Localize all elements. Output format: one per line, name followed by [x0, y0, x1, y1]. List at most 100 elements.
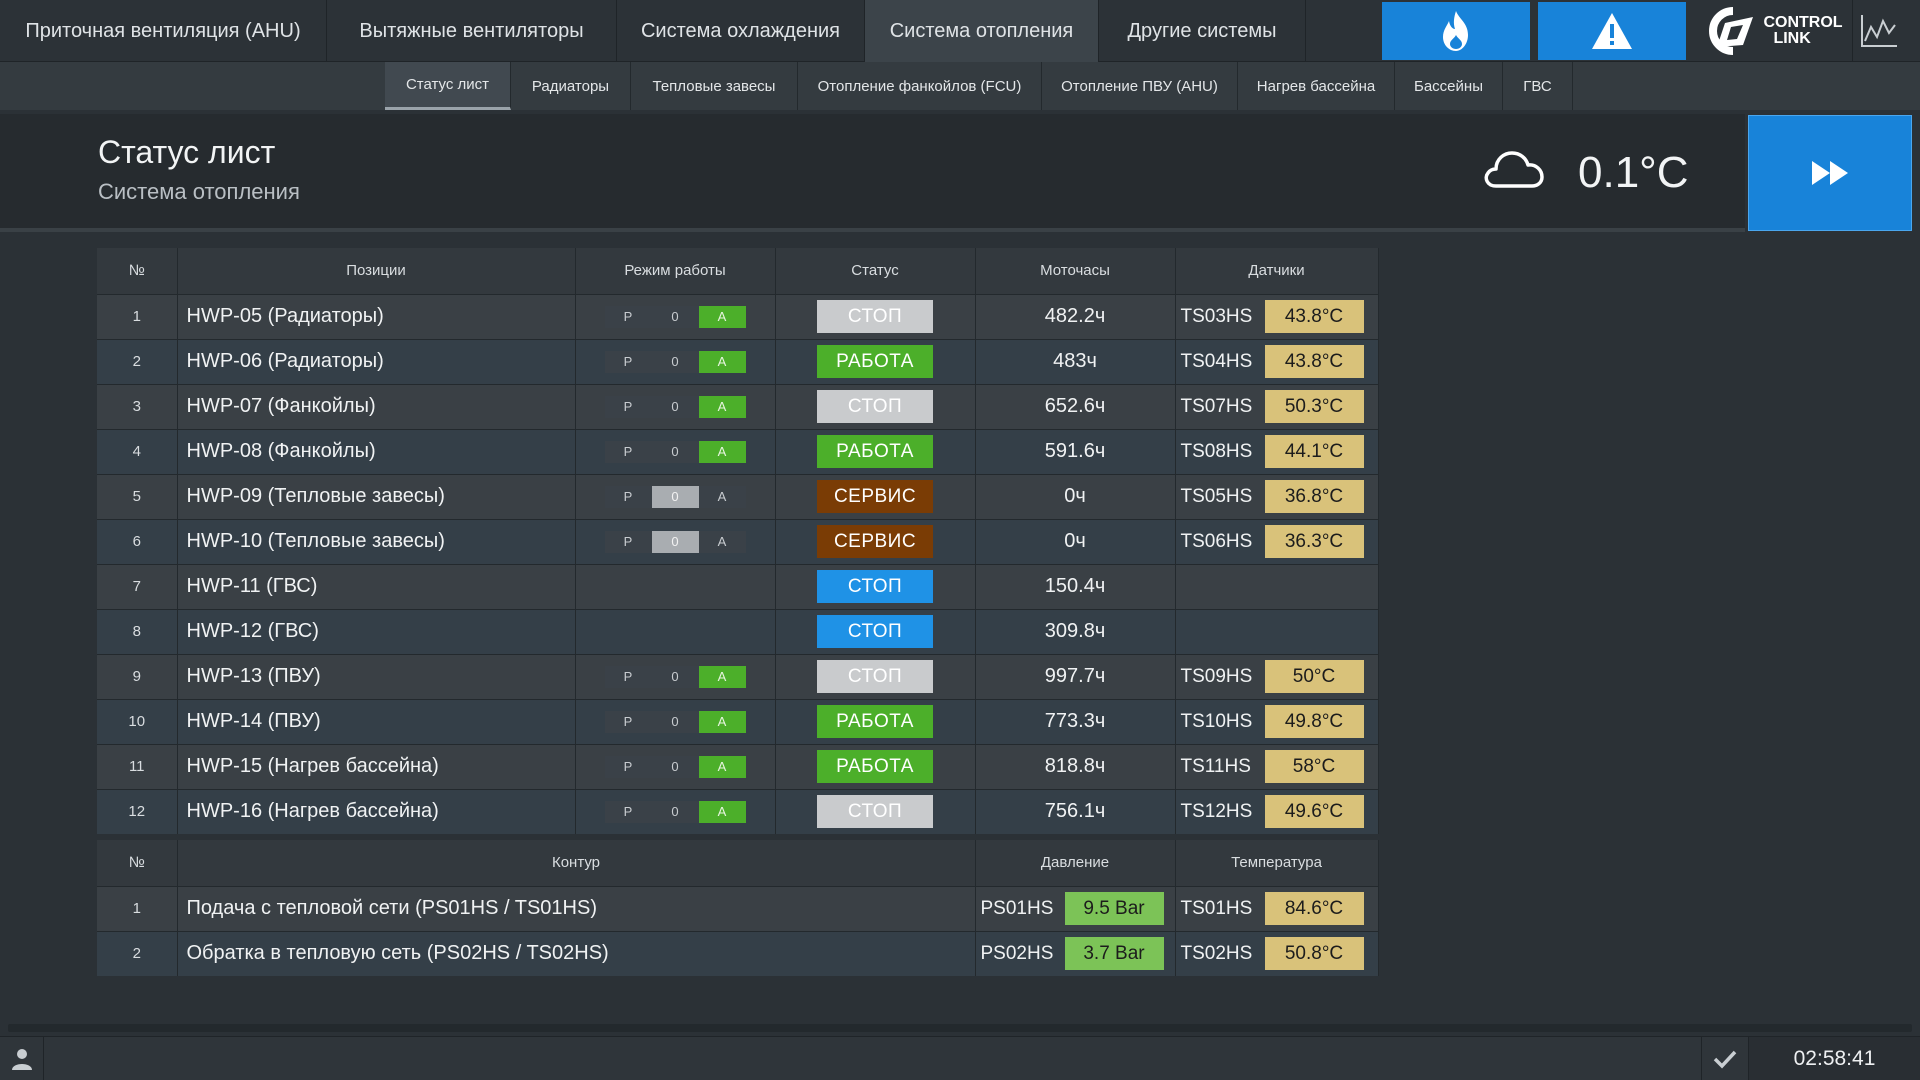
status-badge[interactable]: РАБОТА — [817, 435, 933, 468]
mode-manual-button[interactable]: P — [604, 665, 652, 688]
subtab-ahu-heating[interactable]: Отопление ПВУ (AHU) — [1042, 62, 1238, 110]
subnav-spacer — [0, 62, 385, 110]
sensor-value: 58°C — [1264, 750, 1364, 783]
status-badge[interactable]: СТОП — [817, 660, 933, 693]
mode-auto-button[interactable]: A — [698, 440, 746, 463]
heating-button[interactable] — [1382, 2, 1530, 60]
table-row[interactable]: 12 HWP-16 (Нагрев бассейна) P 0 A СТОП 756.1ч T… — [97, 788, 1379, 834]
subtab-status-list[interactable]: Статус лист — [385, 62, 511, 110]
subtab-fcu-heating[interactable]: Отопление фанкойлов (FCU) — [798, 62, 1042, 110]
page-subtitle: Система отопления — [98, 179, 300, 204]
table-row[interactable]: 4 HWP-08 (Фанкойлы) P 0 A РАБОТА 591.6ч TS08HS 4… — [97, 428, 1379, 474]
position-name: HWP-11 (ГВС) — [177, 563, 576, 609]
mode-auto-button[interactable]: A — [698, 485, 746, 508]
sensor-name: TS07HS — [1180, 395, 1253, 417]
user-icon — [11, 1049, 32, 1070]
motor-hours: 756.1ч — [975, 788, 1176, 834]
mode-auto-button[interactable]: A — [698, 755, 746, 778]
mode-auto-button[interactable]: A — [698, 395, 746, 418]
mode-off-button[interactable]: 0 — [651, 440, 699, 463]
mode-manual-button[interactable]: P — [604, 485, 652, 508]
mode-off-button[interactable]: 0 — [651, 800, 699, 823]
temperature-value: 84.6°C — [1264, 892, 1364, 925]
mode-off-button[interactable]: 0 — [651, 530, 699, 553]
row-number: 11 — [97, 743, 178, 789]
mode-off-button[interactable]: 0 — [651, 350, 699, 373]
trends-button[interactable] — [1852, 0, 1904, 62]
subtab-dhw[interactable]: ГВС — [1503, 62, 1573, 110]
mode-auto-button[interactable]: A — [698, 350, 746, 373]
status-badge[interactable]: СЕРВИС — [817, 525, 933, 558]
mode-manual-button[interactable]: P — [604, 710, 652, 733]
mode-manual-button[interactable]: P — [604, 350, 652, 373]
sensor-name: PS01HS — [980, 897, 1054, 919]
status-badge[interactable]: СТОП — [817, 300, 933, 333]
mode-manual-button[interactable]: P — [604, 755, 652, 778]
tab-exhaust-fans[interactable]: Вытяжные вентиляторы — [327, 0, 617, 62]
status-badge[interactable]: СЕРВИС — [817, 480, 933, 513]
status-badge[interactable]: РАБОТА — [817, 750, 933, 783]
table-row[interactable]: 7 HWP-11 (ГВС) СТОП 150.4ч — [97, 563, 1379, 609]
next-page-button[interactable] — [1748, 115, 1912, 231]
mode-off-button[interactable]: 0 — [651, 710, 699, 733]
table-row[interactable]: 1 Подача с тепловой сети (PS01HS / TS01HS… — [97, 885, 1379, 931]
motor-hours: 483ч — [975, 338, 1176, 384]
acknowledge-button[interactable] — [1701, 1037, 1747, 1080]
tab-heating[interactable]: Система отопления — [865, 0, 1099, 62]
table-row[interactable]: 3 HWP-07 (Фанкойлы) P 0 A СТОП 652.6ч TS07HS 50.… — [97, 383, 1379, 429]
table-row[interactable]: 1 HWP-05 (Радиаторы) P 0 A СТОП 482.2ч TS03HS 43… — [97, 293, 1379, 339]
mode-cell — [575, 608, 776, 654]
status-badge[interactable]: СТОП — [817, 615, 933, 648]
table-row[interactable]: 5 HWP-09 (Тепловые завесы) P 0 A СЕРВИС 0ч TS05… — [97, 473, 1379, 519]
status-badge[interactable]: РАБОТА — [817, 345, 933, 378]
mode-auto-button[interactable]: A — [698, 800, 746, 823]
tab-other-systems[interactable]: Другие системы — [1099, 0, 1306, 62]
mode-off-button[interactable]: 0 — [651, 485, 699, 508]
table-row[interactable]: 6 HWP-10 (Тепловые завесы) P 0 A СЕРВИС 0ч TS06… — [97, 518, 1379, 564]
status-badge[interactable]: СТОП — [817, 570, 933, 603]
subtab-radiators[interactable]: Радиаторы — [511, 62, 631, 110]
table-row[interactable]: 11 HWP-15 (Нагрев бассейна) P 0 A РАБОТА 818.8… — [97, 743, 1379, 789]
horizontal-scrollbar[interactable] — [8, 1024, 1912, 1032]
user-button[interactable] — [0, 1037, 44, 1080]
mode-manual-button[interactable]: P — [604, 440, 652, 463]
page-title: Статус лист — [98, 134, 276, 170]
tab-cooling[interactable]: Система охлаждения — [617, 0, 865, 62]
mode-manual-button[interactable]: P — [604, 530, 652, 553]
mode-auto-button[interactable]: A — [698, 530, 746, 553]
table-row[interactable]: 2 HWP-06 (Радиаторы) P 0 A РАБОТА 483ч TS04HS 43… — [97, 338, 1379, 384]
mode-auto-button[interactable]: A — [698, 665, 746, 688]
mode-off-button[interactable]: 0 — [651, 755, 699, 778]
status-badge[interactable]: СТОП — [817, 795, 933, 829]
subtab-pool-heating[interactable]: Нагрев бассейна — [1238, 62, 1395, 110]
mode-off-button[interactable]: 0 — [651, 395, 699, 418]
mode-off-button[interactable]: 0 — [651, 305, 699, 328]
mode-auto-button[interactable]: A — [698, 710, 746, 733]
mode-manual-button[interactable]: P — [604, 395, 652, 418]
subtab-air-curtains[interactable]: Тепловые завесы — [631, 62, 798, 110]
mode-off-button[interactable]: 0 — [651, 665, 699, 688]
status-badge[interactable]: РАБОТА — [817, 705, 933, 738]
table-row[interactable]: 8 HWP-12 (ГВС) СТОП 309.8ч — [97, 608, 1379, 654]
status-badge[interactable]: СТОП — [817, 390, 933, 423]
mode-auto-button[interactable]: A — [698, 305, 746, 328]
check-icon — [1713, 1050, 1736, 1069]
table-row[interactable]: 2 Обратка в тепловую сеть (PS02HS / TS02H… — [97, 930, 1379, 976]
mode-manual-button[interactable]: P — [604, 305, 652, 328]
subtab-pools[interactable]: Бассейны — [1395, 62, 1503, 110]
table-row[interactable]: 10 HWP-14 (ПВУ) P 0 A РАБОТА 773.3ч TS10HS 49.8°… — [97, 698, 1379, 744]
tab-ahu[interactable]: Приточная вентиляция (AHU) — [0, 0, 327, 62]
mode-manual-button[interactable]: P — [604, 800, 652, 823]
table-row[interactable]: 9 HWP-13 (ПВУ) P 0 A СТОП 997.7ч TS09HS 50°C — [97, 653, 1379, 699]
alarm-button[interactable] — [1538, 2, 1686, 60]
